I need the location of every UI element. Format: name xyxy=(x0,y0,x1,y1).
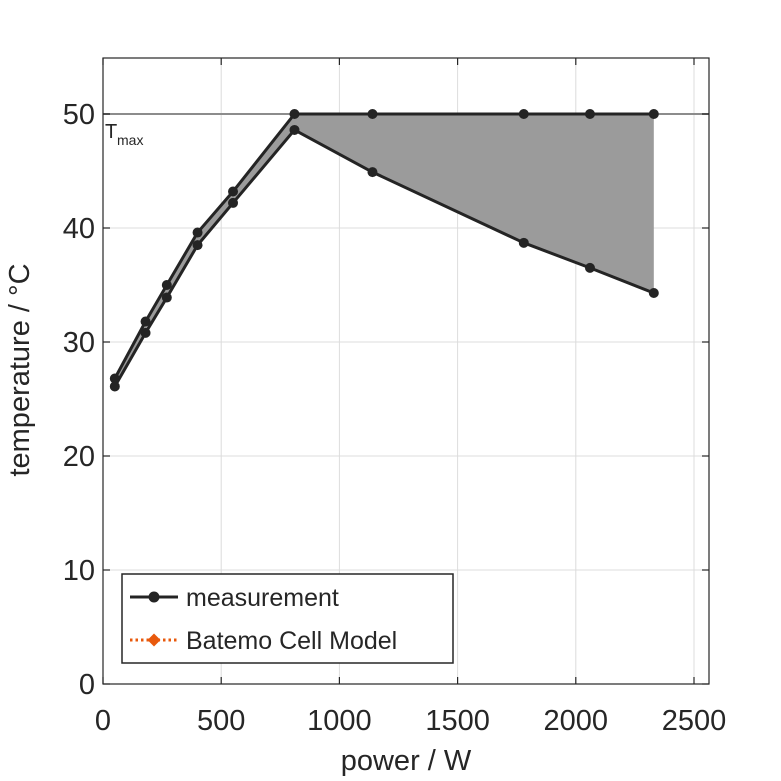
series-lower xyxy=(109,124,659,392)
lower-curve-marker xyxy=(192,240,203,251)
upper-curve-marker xyxy=(140,316,151,327)
upper-curve-marker xyxy=(161,280,172,290)
lower-curve-marker xyxy=(648,287,659,298)
x-tick-label: 2000 xyxy=(544,705,609,737)
x-tick-label: 0 xyxy=(95,705,111,737)
y-tick-label: 30 xyxy=(63,327,95,359)
legend-box xyxy=(121,573,454,664)
upper-curve-marker xyxy=(109,373,120,384)
lower-curve-marker xyxy=(584,262,595,273)
upper-curve-marker xyxy=(584,109,595,119)
lower-curve-marker xyxy=(367,167,378,178)
legend-diamond-marker-icon xyxy=(147,633,161,647)
y-tick-label: 50 xyxy=(63,99,95,131)
x-axis-label: power / W xyxy=(341,745,472,777)
plot-border xyxy=(102,57,710,685)
lower-curve-marker xyxy=(518,237,529,248)
y-tick-label: 20 xyxy=(63,441,95,473)
upper-curve-marker xyxy=(228,186,239,197)
lower-curve-marker xyxy=(161,292,172,303)
upper-curve-line xyxy=(113,112,656,380)
upper-curve-marker xyxy=(518,109,529,119)
x-tick-label: 2500 xyxy=(662,705,727,737)
axes-box xyxy=(102,57,710,685)
lower-curve-marker xyxy=(140,327,151,338)
y-tick-label: 0 xyxy=(79,669,95,701)
series-upper xyxy=(109,109,659,384)
tmax-label: T xyxy=(105,121,117,143)
lower-curve-marker xyxy=(109,381,120,392)
legend-label: measurement xyxy=(186,584,339,612)
lower-curve-marker xyxy=(228,197,239,208)
y-tick-label: 40 xyxy=(63,213,95,245)
y-axis-label: temperature / °C xyxy=(4,263,36,476)
legend: measurement Batemo Cell Model xyxy=(121,573,454,664)
x-tick-label: 1500 xyxy=(425,705,490,737)
lower-curve-line xyxy=(113,128,656,388)
x-tick-label: 1000 xyxy=(307,705,372,737)
legend-circle-marker-icon xyxy=(148,591,160,603)
y-tick-label: 10 xyxy=(63,555,95,587)
upper-curve-marker xyxy=(289,109,300,119)
lower-curve-marker xyxy=(289,124,300,135)
tick-labels: 0 500 1000 1500 2000 2500 0 10 20 30 40 50 xyxy=(63,99,727,737)
upper-curve-marker xyxy=(367,109,378,119)
upper-curve-marker xyxy=(192,227,203,238)
legend-label: Batemo Cell Model xyxy=(186,627,397,655)
upper-curve-marker xyxy=(648,109,659,119)
tmax-label-subscript: max xyxy=(117,132,143,148)
x-tick-label: 500 xyxy=(197,705,245,737)
